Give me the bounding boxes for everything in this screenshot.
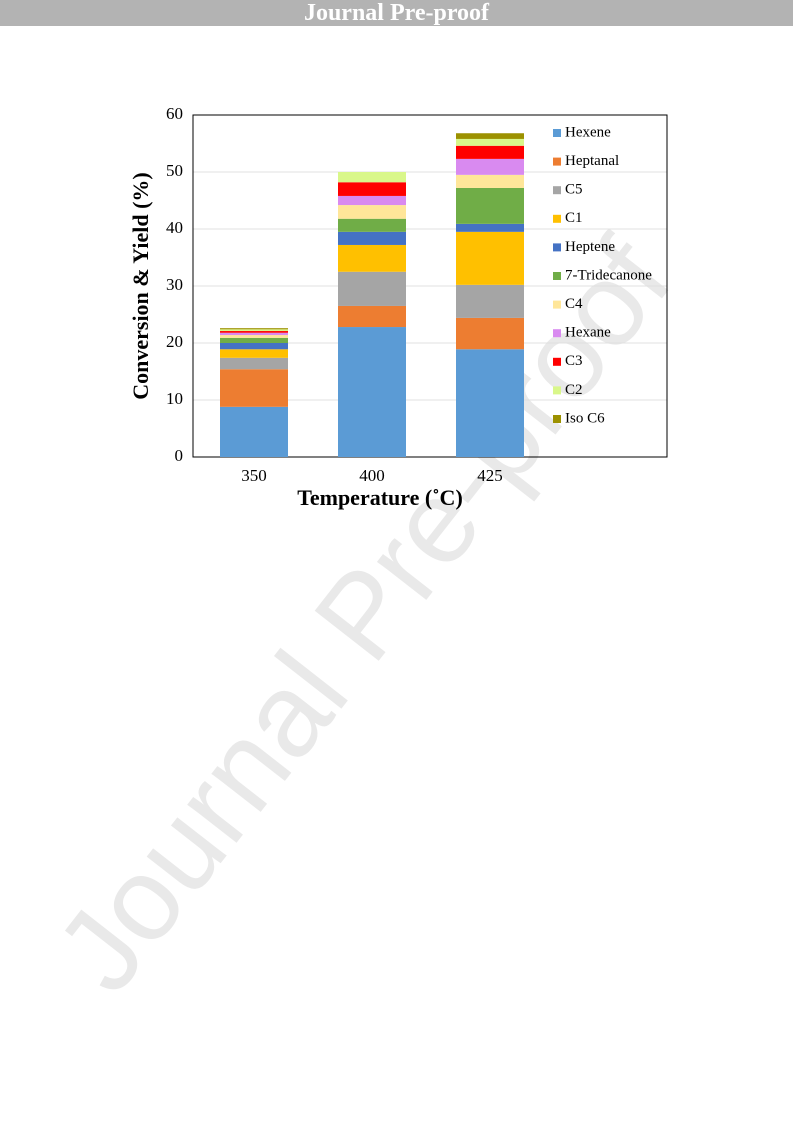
y-tick-label: 20 (166, 332, 183, 351)
bar-segment (220, 357, 288, 370)
legend-label: Hexene (565, 124, 611, 140)
y-axis-label: Conversion & Yield (%) (128, 172, 153, 400)
legend-label: C5 (565, 182, 583, 198)
bar-segment (456, 317, 524, 350)
bar-segment (456, 284, 524, 318)
legend-swatch (553, 243, 561, 252)
bar-segment (338, 231, 406, 245)
legend-label: Hexane (565, 325, 611, 341)
bar-segment (220, 343, 288, 350)
bar-segment (338, 195, 406, 206)
legend-label: Heptanal (565, 153, 619, 169)
y-tick-label: 30 (166, 275, 183, 294)
bar-segment (220, 332, 288, 336)
bar-segment (338, 182, 406, 196)
legend-label: C2 (565, 382, 583, 398)
legend-label: Iso C6 (565, 410, 605, 426)
bar-segment (456, 158, 524, 175)
legend-label: C3 (565, 353, 583, 369)
x-tick-label: 425 (477, 466, 503, 485)
legend-label: C1 (565, 210, 583, 226)
bar-segment (456, 231, 524, 285)
bar-segment (220, 331, 288, 333)
legend-swatch (553, 300, 561, 309)
bar-segment (220, 369, 288, 407)
y-tick-label: 10 (166, 389, 183, 408)
legend-swatch (553, 415, 561, 423)
bar-segment (338, 327, 406, 457)
bar-segment (456, 133, 524, 139)
bar-segment (338, 271, 406, 306)
header: Journal Pre-proof (0, 0, 793, 26)
legend-swatch (553, 272, 561, 280)
y-tick-label: 40 (166, 218, 183, 237)
bar-segment (338, 205, 406, 219)
bar-segment (456, 145, 524, 159)
legend-label: C4 (565, 296, 583, 312)
x-axis-label: Temperature (˚C) (297, 485, 463, 510)
bar-segment (220, 349, 288, 358)
bar-segment (220, 329, 288, 332)
legend-swatch (553, 214, 561, 223)
y-tick-label: 60 (166, 104, 183, 123)
plot-frame (192, 114, 668, 458)
bar-segment (220, 337, 288, 343)
legend-swatch (553, 186, 561, 195)
bar-segment (456, 349, 524, 457)
bar-segment (220, 328, 288, 330)
x-tick-label: 350 (241, 466, 267, 485)
x-tick-label: 400 (359, 466, 385, 485)
legend-swatch (553, 157, 561, 166)
y-tick-label: 0 (175, 446, 184, 465)
bar-segment (456, 174, 524, 188)
legend-swatch (553, 357, 561, 366)
legend-label: Heptene (565, 239, 615, 255)
legend-swatch (553, 329, 561, 338)
y-tick-label: 50 (166, 161, 183, 180)
bar-segment (338, 244, 406, 272)
bar-segment (220, 406, 288, 457)
bar-segment (338, 218, 406, 232)
legend-swatch (553, 386, 561, 395)
bar-segment (338, 305, 406, 328)
bar-segment (456, 138, 524, 146)
legend-label: 7-Tridecanone (565, 267, 652, 283)
bar-segment (338, 172, 406, 183)
legend-swatch (553, 129, 561, 137)
bar-segment (220, 335, 288, 338)
bar-segment (456, 223, 524, 232)
bar-segment (456, 187, 524, 224)
